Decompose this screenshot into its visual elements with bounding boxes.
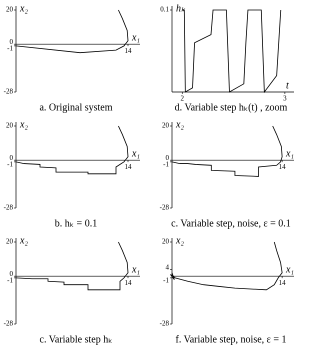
data-line [15,9,129,54]
y-tick-label: -28 [160,320,170,328]
x-axis-label: x₁ [285,148,294,159]
x-tick-label: 2 [181,95,185,103]
x-tick-label: 3 [283,95,287,103]
y-axis-label: x₂ [175,235,184,246]
y-axis-label: x₂ [175,119,184,130]
y-tick-label: 0 [10,154,14,162]
panel-caption: f. Variable step, noise, ε = 1 [175,334,286,345]
y-tick-label: 0 [166,154,170,162]
y-tick-label: 4 [166,263,170,271]
y-tick-label: 20 [6,122,14,130]
y-axis-label: x₂ [19,235,28,246]
data-line [171,125,283,177]
y-tick-label: 20 [6,238,14,246]
panel-caption: c. Variable step, noise, ε = 0.1 [171,218,291,229]
x-tick-label: 14 [279,163,287,171]
y-axis-label: hₖ [176,3,186,14]
x-tick-label: 14 [279,279,287,287]
y-axis-label: x₂ [19,3,28,14]
x-axis-label: x₁ [131,32,140,43]
x-axis-label: t [286,80,289,91]
data-line [182,9,282,94]
x-tick-label: 14 [125,163,133,171]
panel-caption: a. Original system [39,102,112,113]
y-tick-label: 0 [10,270,14,278]
y-tick-label: -1 [7,277,13,285]
data-line [15,125,129,175]
panel-caption: d. Variable step hₖ(t) , zoom [175,102,288,113]
data-line [15,241,129,291]
y-tick-label: -1 [7,45,13,53]
y-tick-label: -28 [160,204,170,212]
y-tick-label: -1 [163,161,169,169]
y-tick-label: 0.1 [160,6,169,14]
y-tick-label: -1 [7,161,13,169]
y-tick-label: -1 [163,277,169,285]
y-tick-label: 0 [10,38,14,46]
x-axis-label: x₁ [285,264,294,275]
y-tick-label: 20 [162,238,170,246]
x-axis-label: x₁ [131,148,140,159]
data-line [170,241,283,291]
y-tick-label: 20 [6,6,14,14]
y-axis-label: x₂ [19,119,28,130]
x-tick-label: 14 [125,47,133,55]
x-axis-label: x₁ [131,264,140,275]
panel-caption: c. Variable step hₖ [40,334,113,345]
panel-caption: b. hₖ = 0.1 [55,218,97,229]
y-tick-label: 20 [162,122,170,130]
y-tick-label: -28 [4,88,14,96]
x-tick-label: 14 [125,279,133,287]
y-tick-label: -28 [4,320,14,328]
y-tick-label: -28 [4,204,14,212]
